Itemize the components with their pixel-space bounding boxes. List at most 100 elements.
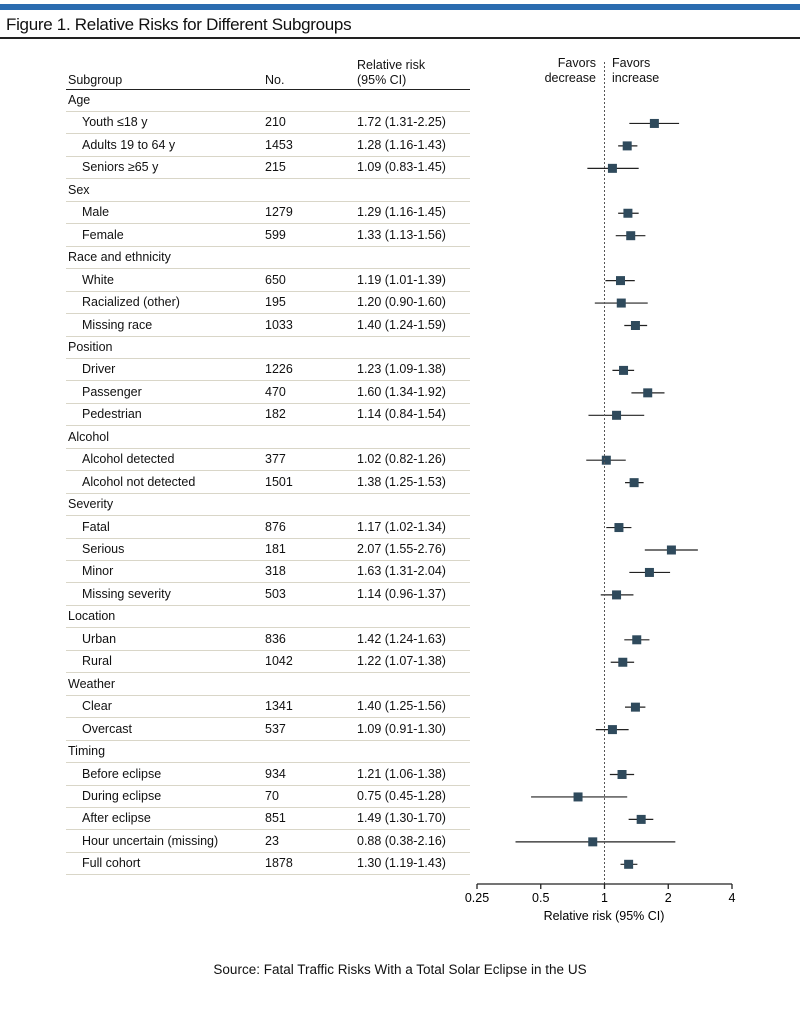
group-label: Weather: [68, 676, 116, 691]
count-cell: 181: [265, 542, 286, 556]
rr-ci-cell: 1.23 (1.09-1.38): [357, 362, 446, 377]
top-accent-bar: [0, 4, 800, 10]
row-divider: [66, 155, 470, 157]
row-divider: [66, 245, 470, 247]
rr-ci-cell: 1.29 (1.16-1.45): [357, 205, 446, 220]
rr-ci-cell: 1.33 (1.13-1.56): [357, 227, 446, 242]
count-cell: 1042: [265, 654, 293, 669]
rr-ci-cell: 1.14 (0.84-1.54): [357, 407, 446, 422]
count-cell: 23: [265, 833, 279, 848]
table-row: Overcast 537 1.09 (0.91-1.30): [66, 719, 470, 741]
rr-ci-cell: 0.75 (0.45-1.28): [357, 788, 446, 803]
row-divider: [66, 470, 470, 472]
point-estimate-marker: [630, 702, 640, 712]
group-label: Race and ethnicity: [68, 250, 171, 265]
row-divider: [66, 560, 470, 561]
table-row: Full cohort 1878 1.30 (1.19-1.43): [66, 853, 470, 876]
count-cell: 876: [265, 519, 286, 534]
favors-increase-label: Favors increase: [612, 56, 659, 86]
point-estimate-marker: [607, 163, 617, 173]
table-row: Male 1279 1.29 (1.16-1.45): [66, 202, 470, 225]
row-divider: [66, 806, 470, 808]
row-divider: [66, 447, 470, 449]
table-row: Driver 1226 1.23 (1.09-1.38): [66, 359, 470, 382]
point-estimate-marker: [614, 523, 624, 533]
point-estimate-marker: [644, 567, 654, 577]
rr-ci-cell: 1.21 (1.06-1.38): [357, 766, 446, 781]
subgroup-label: Full cohort: [82, 856, 141, 871]
count-cell: 215: [265, 160, 286, 175]
row-divider: [66, 874, 470, 876]
row-divider: [66, 784, 470, 786]
table-row: After eclipse 851 1.49 (1.30-1.70): [66, 808, 470, 831]
rr-ci-cell: 1.60 (1.34-1.92): [357, 384, 446, 399]
row-divider: [66, 717, 470, 719]
point-estimate-marker: [629, 478, 639, 488]
count-cell: 1453: [265, 137, 293, 152]
subgroup-label: Overcast: [82, 721, 133, 736]
column-header-no: No.: [265, 73, 285, 87]
table-row: Missing race 1033 1.40 (1.24-1.59): [66, 315, 470, 337]
row-divider: [66, 178, 470, 180]
count-cell: 182: [265, 407, 286, 422]
rr-ci-cell: 1.20 (0.90-1.60): [357, 295, 446, 310]
subgroup-label: Racialized (other): [82, 295, 180, 310]
rr-ci-cell: 1.40 (1.25-1.56): [357, 699, 446, 714]
subgroup-label: Rural: [82, 654, 112, 669]
column-header-rr-line1: Relative risk: [357, 58, 426, 72]
point-estimate-marker: [573, 792, 583, 802]
table-row: Adults 19 to 64 y 1453 1.28 (1.16-1.43): [66, 135, 470, 157]
row-divider: [66, 200, 470, 202]
subgroup-label: Hour uncertain (missing): [82, 833, 219, 848]
row-divider: [66, 604, 470, 606]
count-cell: 503: [265, 586, 286, 601]
row-divider: [66, 380, 470, 382]
point-estimate-marker: [649, 118, 659, 128]
subgroup-label: Urban: [82, 631, 117, 646]
rr-ci-cell: 1.38 (1.25-1.53): [357, 474, 446, 489]
point-estimate-marker: [626, 231, 636, 241]
row-divider: [66, 762, 470, 764]
row-divider: [66, 268, 470, 270]
table-row: During eclipse 70 0.75 (0.45-1.28): [66, 786, 470, 808]
subgroup-label: Serious: [82, 542, 125, 556]
table-row: Hour uncertain (missing) 23 0.88 (0.38-2.1…: [66, 831, 470, 853]
x-axis-label: Relative risk (95% CI): [544, 909, 665, 923]
subgroup-label: During eclipse: [82, 788, 162, 803]
rr-ci-cell: 1.17 (1.02-1.34): [357, 519, 446, 534]
row-divider: [66, 694, 470, 696]
row-divider: [66, 627, 470, 629]
table-row: Passenger 470 1.60 (1.34-1.92): [66, 382, 470, 404]
subgroup-label: Alcohol detected: [82, 452, 175, 467]
table-row: Female 599 1.33 (1.13-1.56): [66, 225, 470, 247]
table-row: White 650 1.19 (1.01-1.39): [66, 270, 470, 292]
table-row: Minor 318 1.63 (1.31-2.04): [66, 561, 470, 584]
count-cell: 851: [265, 811, 286, 826]
count-cell: 1501: [265, 474, 293, 489]
count-cell: 210: [265, 115, 286, 130]
favors-increase-line1: Favors: [612, 56, 651, 70]
point-estimate-marker: [666, 545, 676, 555]
table-row: Seniors ≥65 y 215 1.09 (0.83-1.45): [66, 157, 470, 180]
rr-ci-cell: 1.72 (1.31-2.25): [357, 115, 446, 130]
row-divider: [66, 515, 470, 517]
group-header-row: Position: [66, 337, 470, 359]
table-row: Pedestrian 182 1.14 (0.84-1.54): [66, 404, 470, 427]
group-label: Location: [68, 609, 116, 624]
group-header-row: Age: [66, 90, 470, 112]
count-cell: 650: [265, 272, 286, 287]
rr-ci-cell: 1.02 (0.82-1.26): [357, 452, 446, 467]
group-label: Severity: [68, 497, 114, 512]
subgroup-label: Alcohol not detected: [82, 474, 196, 489]
rr-ci-cell: 1.22 (1.07-1.38): [357, 654, 446, 669]
x-tick-label: 0.5: [532, 891, 549, 905]
table-row: Youth ≤18 y 210 1.72 (1.31-2.25): [66, 112, 470, 135]
row-divider: [66, 851, 470, 853]
subgroup-label: Passenger: [82, 384, 142, 399]
rr-ci-cell: 2.07 (1.55-2.76): [357, 542, 446, 556]
point-estimate-marker: [616, 298, 626, 308]
rr-ci-cell: 1.40 (1.24-1.59): [357, 317, 446, 332]
table-row: Clear 1341 1.40 (1.25-1.56): [66, 696, 470, 719]
